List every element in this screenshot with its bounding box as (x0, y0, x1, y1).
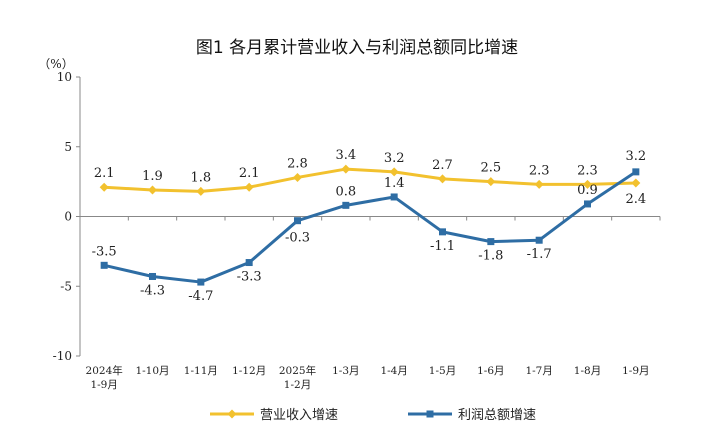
data-label: 1.4 (384, 176, 405, 191)
x-tick-label-line: 1-9月 (90, 379, 117, 391)
revenue-point (389, 167, 399, 177)
x-tick-label: 1-10月 (135, 365, 169, 377)
revenue-point (99, 182, 109, 192)
axes: -10 -5 0 5 10 2024年 1-9月 1-10月 1-11月 1-12月 2025年 1-… (53, 70, 661, 391)
data-label: 2.1 (94, 166, 115, 181)
profit-point (439, 228, 446, 236)
x-tick-label: 1-3月 (332, 365, 359, 377)
x-tick-label-line: 1-10月 (135, 365, 169, 377)
data-label: 1.8 (190, 170, 211, 185)
x-tick-label: 1-12月 (232, 365, 266, 377)
profit-point (245, 259, 253, 267)
series-lines (99, 164, 641, 286)
data-label: -4.7 (188, 289, 213, 304)
x-tick-label: 2024年 1-9月 (86, 364, 123, 391)
data-label: -1.8 (478, 249, 503, 264)
data-label: 3.4 (335, 148, 356, 163)
revenue-point (583, 179, 592, 189)
x-tick-label: 1-9月 (622, 365, 649, 377)
revenue-point (293, 172, 302, 182)
profit-point (294, 217, 301, 225)
legend-label: 利润总额增速 (458, 408, 536, 423)
x-tick-label: 2025年 1-2月 (279, 364, 316, 391)
x-tick-label-line: 1-9月 (622, 365, 649, 377)
x-tick-label: 1-11月 (184, 365, 218, 377)
y-tick-label: 5 (64, 140, 72, 154)
legend-label: 营业收入增速 (260, 408, 338, 423)
data-label: 2.3 (577, 163, 598, 178)
x-tick-label-line: 1-2月 (284, 379, 311, 391)
profit-point (149, 272, 156, 280)
x-tick-label: 1-5月 (429, 365, 456, 377)
profit-point (100, 261, 108, 269)
data-label: 2.5 (480, 161, 501, 176)
x-tick-label-line: 2025年 (279, 364, 316, 377)
x-tick-label: 1-4月 (380, 365, 407, 377)
data-label: 3.2 (384, 151, 405, 166)
x-tick-label: 1-7月 (525, 365, 552, 377)
revenue-point (341, 164, 351, 174)
revenue-point (486, 177, 496, 187)
x-tick-label-line: 1-4月 (380, 365, 407, 377)
data-label: 3.2 (625, 149, 646, 164)
x-tick-label: 1-8月 (574, 365, 601, 377)
data-label: 2.3 (529, 163, 550, 178)
x-tick-label-line: 2024年 (86, 364, 123, 377)
x-tick-label: 1-6月 (477, 365, 504, 377)
data-label: 2.4 (625, 192, 646, 207)
x-tick-label-line: 1-5月 (429, 365, 456, 377)
data-label: 2.8 (287, 156, 308, 171)
revenue-point (148, 185, 157, 195)
chart-title: 图1 各月累计营业收入与利润总额同比增速 (196, 38, 518, 58)
revenue-point (196, 186, 206, 196)
x-tick-label-line: 1-11月 (184, 365, 218, 377)
data-label: -0.3 (285, 231, 310, 246)
x-tick-label-line: 1-8月 (574, 365, 601, 377)
y-axis-unit: （%） (38, 57, 73, 71)
profit-point (584, 200, 591, 208)
series-line-1 (104, 167, 636, 193)
y-tick-label: 10 (57, 70, 72, 84)
profit-point (390, 193, 398, 201)
profit-point (487, 238, 495, 246)
data-labels: 2.1 1.9 1.8 2.1 2.8 3.4 3.2 2.7 2.5 2.3 2.3 2.4 -3.5… (92, 148, 647, 304)
data-label: 0.9 (577, 183, 598, 198)
data-label: -1.1 (430, 239, 455, 254)
y-tick-label: 0 (64, 210, 72, 224)
profit-point (632, 168, 640, 176)
series-line-2 (103, 170, 637, 284)
y-tick-label: -10 (53, 349, 72, 363)
data-label: -4.3 (140, 283, 165, 298)
revenue-point (534, 179, 544, 189)
x-tick-label-line: 1-7月 (525, 365, 552, 377)
legend: 营业收入增速 利润总额增速 (210, 408, 536, 423)
y-tick-label: -5 (60, 279, 72, 293)
legend-swatch-marker (227, 409, 237, 419)
revenue-point (438, 174, 447, 184)
data-label: 2.1 (239, 166, 260, 181)
x-tick-label-line: 1-3月 (332, 365, 359, 377)
x-tick-label-line: 1-6月 (477, 365, 504, 377)
revenue-point (631, 178, 641, 188)
data-label: 2.7 (432, 158, 453, 173)
revenue-point (244, 182, 254, 192)
data-label: 1.9 (142, 169, 163, 184)
data-label: -3.5 (92, 244, 117, 259)
profit-point (197, 278, 205, 286)
data-label: -1.7 (527, 247, 552, 262)
data-label: 0.8 (335, 184, 356, 199)
data-label: -3.3 (237, 270, 262, 285)
x-tick-label-line: 1-12月 (232, 365, 266, 377)
profit-point (535, 236, 543, 244)
profit-point (342, 201, 350, 209)
legend-swatch-marker (426, 410, 434, 418)
